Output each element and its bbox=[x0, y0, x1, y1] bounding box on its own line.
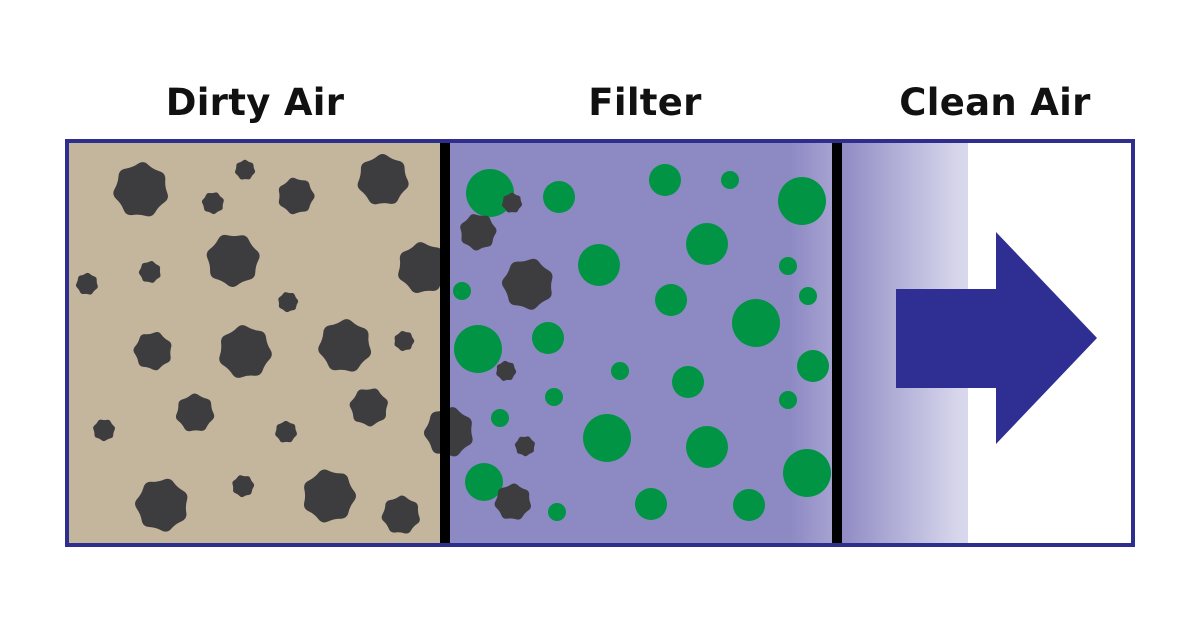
dirt-particle bbox=[113, 162, 168, 217]
dirt-particle bbox=[318, 319, 372, 372]
filter-fiber bbox=[778, 177, 826, 225]
filter-fiber bbox=[672, 366, 704, 398]
dirt-particle bbox=[138, 260, 161, 283]
dirt-particle bbox=[201, 192, 224, 215]
filter-fiber bbox=[545, 388, 563, 406]
filter-fiber bbox=[733, 489, 765, 521]
dirt-particle bbox=[349, 388, 388, 427]
dirt-particle bbox=[398, 242, 449, 294]
filter-fiber bbox=[466, 169, 514, 217]
dirt-particle bbox=[219, 325, 272, 378]
dirt-particle bbox=[460, 214, 497, 251]
dirt-particle bbox=[501, 258, 553, 310]
dirt-particle bbox=[75, 272, 98, 295]
filter-fiber bbox=[532, 322, 564, 354]
filter-fibers bbox=[453, 164, 831, 521]
dirt-particle bbox=[357, 153, 409, 205]
clean-air-label: Clean Air bbox=[899, 81, 1091, 124]
filter-fiber bbox=[686, 426, 728, 468]
diagram-frame bbox=[65, 139, 1135, 547]
dirt-particle bbox=[93, 419, 115, 442]
filter-fiber bbox=[686, 223, 728, 265]
dirt-particles bbox=[75, 153, 553, 534]
dirt-particle bbox=[494, 483, 531, 520]
dirt-particle bbox=[514, 436, 535, 457]
filter-fiber bbox=[578, 244, 620, 286]
filter-fiber bbox=[649, 164, 681, 196]
filter-fiber bbox=[454, 325, 502, 373]
dirty-air-label: Dirty Air bbox=[165, 81, 345, 124]
dirt-particle bbox=[394, 330, 415, 352]
filter-fiber bbox=[655, 284, 687, 316]
dirt-particle bbox=[135, 478, 188, 532]
filter-fiber bbox=[779, 257, 797, 275]
dirt-particle bbox=[496, 360, 517, 381]
filter-fiber bbox=[491, 409, 509, 427]
dirt-particle bbox=[278, 177, 315, 215]
dirt-particle bbox=[175, 393, 215, 432]
filter-fiber bbox=[548, 503, 566, 521]
filter-fiber bbox=[543, 181, 575, 213]
filter-label: Filter bbox=[588, 81, 702, 124]
dirt-particle bbox=[381, 495, 420, 534]
filter-fiber bbox=[783, 449, 831, 497]
dirt-particle bbox=[133, 332, 172, 371]
filter-fiber bbox=[453, 282, 471, 300]
dirt-particle bbox=[502, 192, 523, 213]
filter-fiber bbox=[465, 463, 503, 501]
filter-fiber bbox=[721, 171, 739, 189]
filter-fiber bbox=[799, 287, 817, 305]
dirt-particle bbox=[275, 420, 297, 443]
filter-fiber bbox=[797, 350, 829, 382]
filter-fiber bbox=[635, 488, 667, 520]
dirt-particle bbox=[235, 159, 256, 180]
filter-outlet-divider bbox=[832, 141, 842, 545]
filter-fiber bbox=[732, 299, 780, 347]
dirt-particle bbox=[278, 292, 299, 313]
dirt-particle bbox=[303, 469, 356, 523]
arrow-right-icon bbox=[896, 232, 1097, 444]
dirt-particle bbox=[232, 475, 255, 498]
filter-fiber bbox=[583, 414, 631, 462]
filter-fiber bbox=[779, 391, 797, 409]
filter-fiber bbox=[611, 362, 629, 380]
filter-intake-divider bbox=[440, 141, 450, 545]
dirt-particle bbox=[206, 234, 260, 287]
